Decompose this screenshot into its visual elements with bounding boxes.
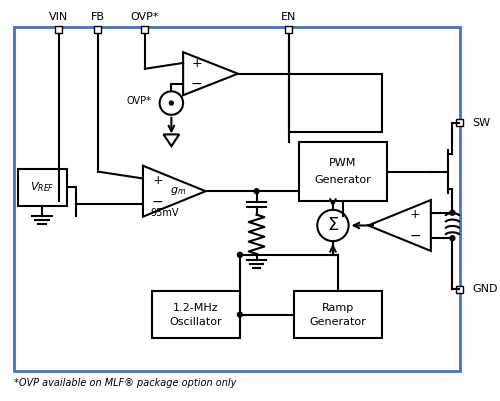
Circle shape xyxy=(450,210,455,215)
Bar xyxy=(298,142,387,201)
Bar xyxy=(286,26,292,33)
Polygon shape xyxy=(143,166,206,217)
Text: +: + xyxy=(192,57,202,71)
Bar xyxy=(142,26,148,33)
Text: VIN: VIN xyxy=(49,12,68,22)
Text: OVP*: OVP* xyxy=(130,12,159,22)
Polygon shape xyxy=(368,200,431,251)
Bar xyxy=(94,26,102,33)
Text: −: − xyxy=(152,195,164,209)
Circle shape xyxy=(170,101,173,105)
Text: Σ: Σ xyxy=(327,217,338,235)
Bar xyxy=(14,27,460,371)
Circle shape xyxy=(318,210,348,241)
Bar xyxy=(56,26,62,33)
Text: +: + xyxy=(410,208,420,221)
Text: EN: EN xyxy=(281,12,296,22)
Text: *OVP available on MLF® package option only: *OVP available on MLF® package option on… xyxy=(14,378,236,388)
Text: −: − xyxy=(191,77,202,91)
Text: OVP*: OVP* xyxy=(127,96,152,106)
Text: Oscillator: Oscillator xyxy=(170,317,222,327)
Text: SW: SW xyxy=(472,117,490,128)
Text: +: + xyxy=(152,174,163,187)
Text: Generator: Generator xyxy=(314,175,371,185)
Circle shape xyxy=(238,252,242,257)
Circle shape xyxy=(450,236,455,241)
Bar xyxy=(456,286,462,293)
Circle shape xyxy=(160,91,183,115)
Polygon shape xyxy=(164,134,179,146)
Text: −: − xyxy=(410,229,421,243)
Circle shape xyxy=(238,312,242,317)
Text: Generator: Generator xyxy=(310,317,366,327)
Bar xyxy=(456,119,462,126)
Text: PWM: PWM xyxy=(329,158,356,168)
Text: FB: FB xyxy=(91,12,105,22)
Circle shape xyxy=(254,189,259,194)
Text: 95mV: 95mV xyxy=(150,208,179,218)
Text: $V_{REF}$: $V_{REF}$ xyxy=(30,180,54,194)
Text: GND: GND xyxy=(472,284,498,294)
Bar xyxy=(18,169,66,206)
Bar xyxy=(152,291,240,338)
Polygon shape xyxy=(183,52,238,95)
Text: $g_m$: $g_m$ xyxy=(170,185,186,197)
Bar xyxy=(294,291,382,338)
Text: 1.2-MHz: 1.2-MHz xyxy=(173,302,218,312)
Text: Ramp: Ramp xyxy=(322,302,354,312)
